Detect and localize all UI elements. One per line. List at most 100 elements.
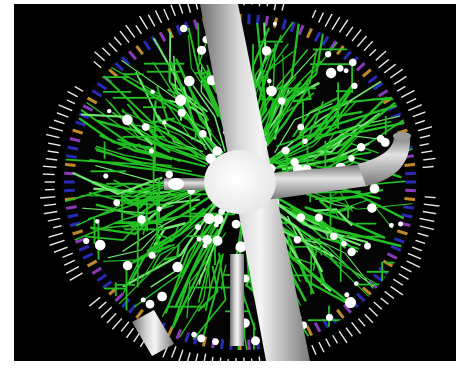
node-sphere bbox=[367, 203, 377, 213]
outer-tick-mark bbox=[178, 4, 184, 14]
node-sphere bbox=[314, 213, 323, 222]
tube bbox=[318, 199, 353, 214]
node-sphere bbox=[348, 155, 355, 162]
rim-segment bbox=[342, 50, 352, 61]
rim-segment bbox=[355, 292, 366, 302]
tube bbox=[179, 256, 212, 338]
outer-tick-mark bbox=[170, 346, 177, 358]
rim-segment bbox=[281, 19, 288, 30]
node-sphere bbox=[194, 224, 202, 231]
node-sphere bbox=[347, 247, 356, 257]
node-sphere bbox=[177, 108, 186, 117]
outer-tick-mark bbox=[357, 318, 366, 327]
rim-segment bbox=[121, 56, 131, 66]
node-sphere bbox=[137, 215, 146, 224]
node-sphere bbox=[191, 331, 197, 338]
outer-tick-mark bbox=[49, 239, 65, 246]
outer-tick-mark bbox=[317, 12, 325, 23]
tube bbox=[86, 102, 196, 160]
node-sphere bbox=[261, 46, 272, 56]
tube bbox=[314, 110, 363, 140]
tube bbox=[89, 158, 169, 173]
outer-tick-mark bbox=[125, 327, 135, 339]
outer-tick-mark bbox=[423, 157, 436, 161]
outer-tick-mark bbox=[125, 24, 136, 38]
outer-tick-mark bbox=[211, 356, 214, 361]
outer-tick-mark bbox=[113, 36, 122, 46]
rim-segment bbox=[297, 24, 305, 36]
rim-segment bbox=[96, 82, 108, 91]
node-sphere bbox=[213, 214, 224, 225]
outer-tick-mark bbox=[120, 321, 130, 332]
tube bbox=[120, 191, 155, 210]
outer-tick-mark bbox=[58, 104, 73, 112]
rim-segment bbox=[135, 45, 144, 56]
rim-segment bbox=[401, 213, 413, 219]
render-scene bbox=[14, 4, 456, 361]
tube bbox=[291, 223, 361, 280]
outer-tick-mark bbox=[111, 317, 123, 330]
node-sphere bbox=[364, 242, 371, 250]
outer-tick-mark bbox=[400, 265, 412, 273]
node-sphere bbox=[175, 94, 187, 106]
outer-tick-mark bbox=[419, 134, 431, 139]
tube bbox=[298, 89, 352, 134]
outer-tick-mark bbox=[393, 75, 407, 85]
outer-tick-mark bbox=[147, 14, 156, 27]
rim-segment bbox=[78, 244, 90, 252]
node-sphere bbox=[103, 173, 109, 179]
node-sphere bbox=[341, 240, 347, 247]
node-sphere bbox=[156, 206, 162, 212]
rim-segment bbox=[305, 325, 313, 337]
outer-tick-mark bbox=[266, 4, 269, 7]
node-sphere bbox=[354, 281, 359, 286]
node-sphere bbox=[184, 75, 195, 87]
rim-segment bbox=[377, 89, 389, 98]
tube bbox=[135, 71, 206, 146]
outer-tick-mark bbox=[98, 301, 107, 310]
rim-segment bbox=[65, 154, 77, 159]
tube bbox=[253, 22, 267, 91]
node-sphere bbox=[336, 64, 344, 72]
node-sphere bbox=[324, 51, 332, 58]
outer-tick-mark bbox=[363, 40, 374, 52]
rim-segment bbox=[192, 19, 199, 30]
node-sphere bbox=[165, 170, 173, 179]
outer-tick-mark bbox=[408, 104, 423, 112]
rim-segment bbox=[128, 50, 138, 61]
outer-tick-mark bbox=[56, 112, 69, 118]
rim-segment bbox=[386, 252, 398, 260]
rim-segment bbox=[72, 128, 84, 135]
outer-tick-mark bbox=[384, 290, 395, 299]
left-pipe-stub bbox=[164, 178, 204, 190]
node-sphere bbox=[266, 85, 277, 97]
node-sphere bbox=[202, 243, 208, 249]
outer-tick-mark bbox=[195, 4, 199, 10]
outer-tick-mark bbox=[424, 196, 436, 199]
outer-tick-mark bbox=[93, 60, 102, 69]
rim-segment bbox=[69, 221, 81, 227]
tube-bundle-render bbox=[14, 4, 456, 361]
tube bbox=[187, 34, 211, 96]
rim-segment bbox=[65, 205, 77, 210]
outer-tick-mark bbox=[423, 203, 440, 207]
outer-tick-mark bbox=[187, 4, 192, 13]
tube bbox=[130, 244, 171, 282]
node-sphere bbox=[140, 297, 146, 303]
rim-segment bbox=[247, 339, 251, 350]
rim-segment bbox=[361, 68, 372, 78]
node-sphere bbox=[148, 148, 154, 154]
rim-segment bbox=[201, 336, 208, 347]
rim-segment bbox=[403, 205, 415, 210]
node-sphere bbox=[113, 199, 121, 207]
outer-tick-mark bbox=[66, 99, 76, 105]
outer-tick-mark bbox=[407, 252, 422, 260]
node-sphere bbox=[380, 137, 390, 147]
node-sphere bbox=[197, 334, 206, 343]
node-sphere bbox=[214, 222, 219, 228]
outer-tick-mark bbox=[42, 173, 55, 176]
outer-tick-mark bbox=[332, 334, 339, 344]
outer-tick-mark bbox=[67, 90, 79, 98]
outer-tick-mark bbox=[43, 210, 58, 215]
outer-tick-mark bbox=[227, 359, 229, 361]
